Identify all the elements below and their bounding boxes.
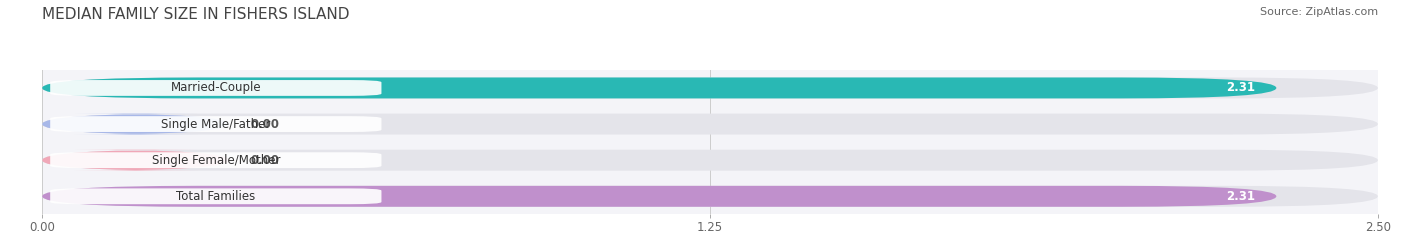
FancyBboxPatch shape: [42, 78, 1277, 98]
Text: Single Female/Mother: Single Female/Mother: [152, 154, 280, 167]
FancyBboxPatch shape: [51, 188, 381, 204]
Text: Total Families: Total Families: [176, 190, 256, 203]
Text: 2.31: 2.31: [1226, 190, 1256, 203]
Text: Source: ZipAtlas.com: Source: ZipAtlas.com: [1260, 7, 1378, 17]
FancyBboxPatch shape: [42, 150, 229, 171]
FancyBboxPatch shape: [51, 80, 381, 96]
Text: 0.00: 0.00: [250, 154, 280, 167]
Text: Married-Couple: Married-Couple: [170, 82, 262, 94]
FancyBboxPatch shape: [42, 114, 229, 134]
Text: 0.00: 0.00: [250, 118, 280, 130]
Text: Single Male/Father: Single Male/Father: [162, 118, 270, 130]
FancyBboxPatch shape: [51, 152, 381, 168]
FancyBboxPatch shape: [42, 186, 1378, 207]
FancyBboxPatch shape: [42, 114, 1378, 134]
FancyBboxPatch shape: [42, 186, 1277, 207]
FancyBboxPatch shape: [42, 78, 1378, 98]
FancyBboxPatch shape: [42, 150, 1378, 171]
Text: 2.31: 2.31: [1226, 82, 1256, 94]
FancyBboxPatch shape: [51, 116, 381, 132]
Text: MEDIAN FAMILY SIZE IN FISHERS ISLAND: MEDIAN FAMILY SIZE IN FISHERS ISLAND: [42, 7, 350, 22]
